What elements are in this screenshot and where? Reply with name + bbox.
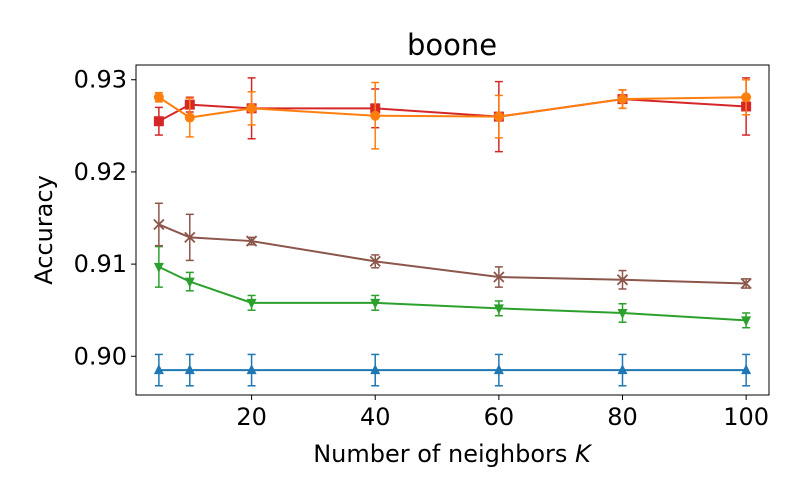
y-tick-label: 0.92 — [74, 158, 127, 186]
x-tick-label: 40 — [360, 403, 391, 431]
data-point — [741, 92, 752, 103]
data-point — [153, 92, 164, 103]
data-point — [246, 298, 257, 309]
data-point — [153, 218, 165, 231]
data-point — [184, 277, 195, 288]
y-axis-ticks: 0.90 0.91 0.92 0.93 — [74, 66, 136, 370]
x-tick-label: 100 — [723, 403, 769, 431]
data-point — [245, 235, 258, 247]
data-point — [493, 271, 505, 283]
series-line — [158, 223, 747, 285]
data-point — [184, 231, 196, 244]
data-point — [741, 316, 752, 327]
x-axis-label-variable: K — [575, 440, 593, 468]
data-point — [246, 364, 257, 375]
series-4 — [153, 78, 752, 150]
y-tick-label: 0.93 — [74, 66, 127, 94]
data-point — [740, 277, 752, 290]
data-point — [153, 262, 164, 273]
x-axis-label: Number of neighbors K — [313, 440, 593, 468]
x-axis-ticks: 20 40 60 80 100 — [236, 395, 769, 431]
x-axis-label-text: Number of neighbors — [313, 440, 567, 468]
data-point — [493, 304, 504, 315]
data-point — [370, 298, 381, 309]
data-point — [153, 116, 164, 127]
data-point — [617, 308, 628, 319]
data-point — [370, 364, 381, 375]
data-point — [184, 364, 195, 375]
data-point — [493, 111, 504, 122]
series-2 — [153, 202, 752, 290]
data-point — [184, 112, 195, 123]
data-point — [493, 364, 504, 375]
plot-content — [153, 77, 752, 387]
plot-frame — [135, 64, 770, 396]
x-tick-label: 20 — [236, 403, 267, 431]
data-point — [616, 274, 629, 286]
data-point — [246, 103, 257, 114]
series-line — [158, 265, 747, 322]
y-tick-label: 0.90 — [74, 342, 127, 370]
series-0 — [153, 353, 752, 387]
x-tick-label: 60 — [484, 403, 515, 431]
chart-title: boone — [407, 28, 497, 62]
data-point — [741, 364, 752, 375]
series-1 — [153, 245, 752, 329]
series-3 — [153, 77, 752, 153]
data-point — [153, 364, 164, 375]
y-tick-label: 0.91 — [74, 250, 127, 278]
data-point — [370, 110, 381, 121]
data-point — [617, 94, 628, 105]
data-point — [617, 364, 628, 375]
x-tick-label: 80 — [607, 403, 638, 431]
data-point — [369, 255, 381, 267]
y-axis-label: Accuracy — [30, 175, 58, 285]
